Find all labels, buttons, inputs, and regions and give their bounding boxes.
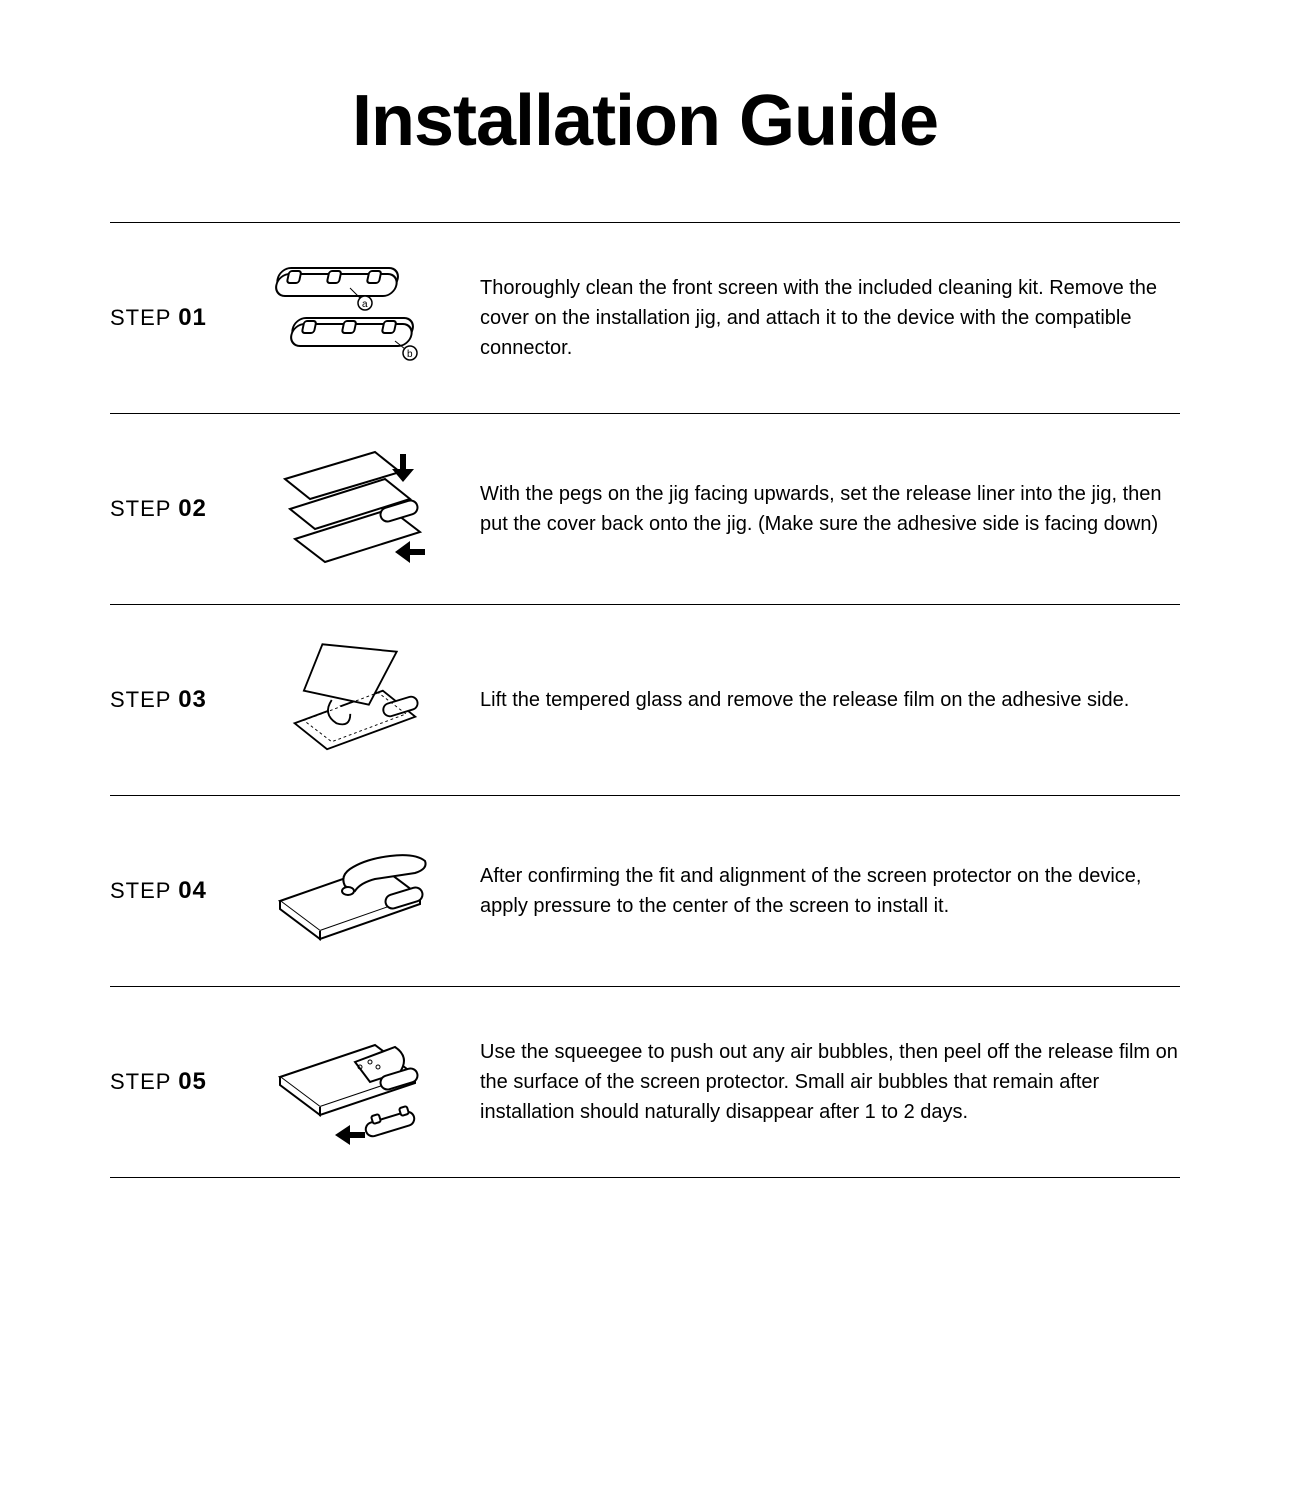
step-label: STEP 05 xyxy=(110,1068,250,1096)
step-description: Thoroughly clean the front screen with t… xyxy=(460,273,1180,363)
step-illustration-jig-parts: a b xyxy=(270,253,440,383)
step-number: 04 xyxy=(178,877,207,904)
step-illustration-press xyxy=(270,826,440,956)
step-number: 03 xyxy=(178,686,207,713)
svg-text:b: b xyxy=(407,349,413,360)
step-description: After confirming the fit and alignment o… xyxy=(460,861,1180,921)
step-prefix: STEP xyxy=(110,496,171,521)
step-description: With the pegs on the jig facing upwards,… xyxy=(460,479,1180,539)
divider-bottom xyxy=(110,1177,1180,1178)
step-prefix: STEP xyxy=(110,1069,171,1094)
step-illustration-peel xyxy=(270,635,440,765)
step-number: 02 xyxy=(178,495,207,522)
step-number: 01 xyxy=(178,304,207,331)
step-description: Lift the tempered glass and remove the r… xyxy=(460,685,1180,715)
step-label: STEP 02 xyxy=(110,495,250,523)
step-row: STEP 03 Lift the tempered glass and remo… xyxy=(110,605,1180,795)
step-prefix: STEP xyxy=(110,878,171,903)
step-label: STEP 03 xyxy=(110,686,250,714)
step-prefix: STEP xyxy=(110,687,171,712)
svg-text:a: a xyxy=(362,299,368,310)
step-row: STEP 04 After confirming the fit and ali… xyxy=(110,796,1180,986)
step-number: 05 xyxy=(178,1068,207,1095)
step-prefix: STEP xyxy=(110,305,171,330)
step-label: STEP 01 xyxy=(110,304,250,332)
step-row: STEP 05 Use the squeegee to push out any… xyxy=(110,987,1180,1177)
page-title: Installation Guide xyxy=(110,80,1180,162)
step-illustration-squeegee xyxy=(270,1017,440,1147)
step-label: STEP 04 xyxy=(110,877,250,905)
step-row: STEP 01 a b xyxy=(110,223,1180,413)
step-row: STEP 02 With the pegs on the jig facing … xyxy=(110,414,1180,604)
step-description: Use the squeegee to push out any air bub… xyxy=(460,1037,1180,1127)
step-illustration-layers xyxy=(270,444,440,574)
